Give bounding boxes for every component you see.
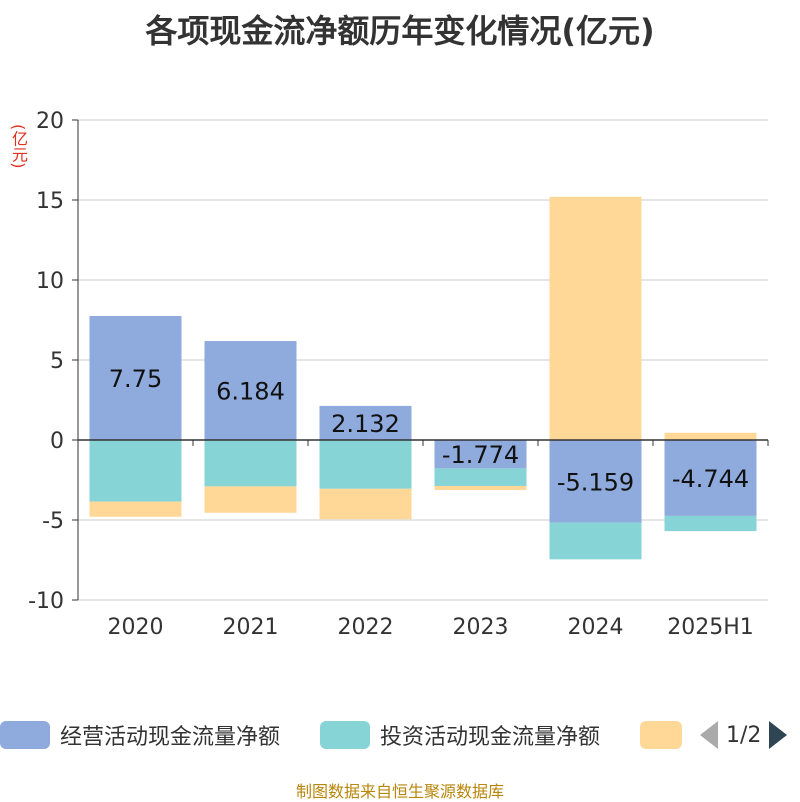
x-tick-label: 2023 [453, 615, 509, 640]
legend-prev-arrow-icon[interactable] [700, 721, 718, 749]
legend-swatch-third [640, 721, 682, 749]
data-label: 2.132 [331, 410, 400, 438]
data-label: 6.184 [216, 378, 285, 406]
legend-label-investing: 投资活动现金流量净额 [380, 725, 601, 750]
legend-item-third[interactable] [640, 716, 692, 754]
legend-next-arrow-icon[interactable] [769, 721, 788, 749]
bar-segment [434, 468, 527, 486]
legend-swatch-operating [0, 721, 50, 749]
data-label: -1.774 [442, 441, 519, 469]
bar-segment [89, 501, 182, 517]
y-tick-label: 20 [36, 109, 64, 134]
legend-label-operating: 经营活动现金流量净额 [60, 725, 281, 750]
legend-page-indicator: 1/2 [726, 722, 762, 748]
bar-segment [549, 522, 642, 560]
x-tick-label: 2021 [223, 615, 279, 640]
bar-segment [434, 440, 527, 469]
legend-item-operating[interactable]: 经营活动现金流量净额 [0, 716, 280, 754]
y-tick-label: 15 [36, 189, 64, 214]
bar-segment [319, 405, 412, 440]
data-label: -5.159 [557, 468, 634, 496]
y-tick-label: 5 [50, 349, 64, 374]
legend-pager: 1/2 [700, 716, 788, 754]
bar-segment [549, 196, 642, 440]
y-tick-label: -10 [28, 589, 64, 614]
y-tick-label: 10 [36, 269, 64, 294]
stacked-bar-chart: 20 15 10 5 0 -5 -10 7.75 2020 6.184 2021 2.132 2022 -… [28, 109, 769, 640]
bar-segment [664, 440, 757, 516]
y-tick-label: 0 [50, 429, 64, 454]
data-label: 7.75 [109, 365, 162, 393]
x-tick-label: 2020 [108, 615, 164, 640]
bar-segment [664, 515, 757, 532]
legend-item-investing[interactable]: 投资活动现金流量净额 [320, 716, 600, 754]
bar-segment [89, 316, 182, 440]
bar-segment [319, 440, 412, 489]
bar-segment [549, 440, 642, 523]
bar-segment [89, 440, 182, 502]
chart-title: 各项现金流净额历年变化情况(亿元) [145, 12, 655, 50]
data-source-note: 制图数据来自恒生聚源数据库 [295, 782, 504, 801]
legend-swatch-investing [320, 721, 370, 749]
x-tick-label: 2024 [568, 615, 624, 640]
y-axis-unit: (亿元) [9, 124, 28, 169]
bar-segment [204, 486, 297, 513]
x-tick-label: 2025H1 [667, 615, 754, 640]
y-tick-label: -5 [42, 509, 64, 534]
legend: 经营活动现金流量净额 投资活动现金流量净额 1/2 [0, 716, 800, 754]
bar-segment [434, 485, 527, 490]
data-label: -4.744 [672, 465, 749, 493]
x-tick-label: 2022 [338, 615, 394, 640]
bar-segment [204, 440, 297, 487]
bar-segment [319, 488, 412, 520]
bar-segment [204, 341, 297, 440]
bar-segment [664, 432, 757, 440]
